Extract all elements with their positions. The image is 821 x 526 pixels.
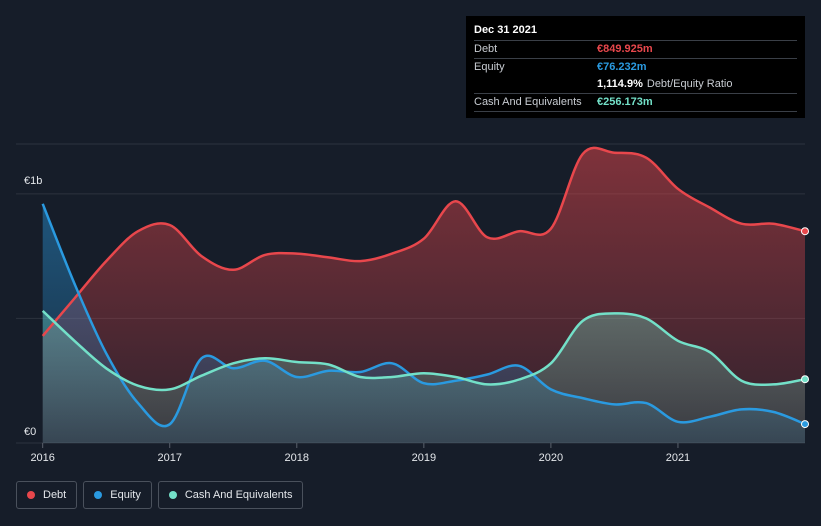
end-point-cash <box>801 375 809 384</box>
y-label-zero: €0 <box>24 426 36 438</box>
x-tick-label-2016: 2016 <box>30 452 54 464</box>
x-tick-label-2020: 2020 <box>539 452 563 464</box>
legend-label-equity: Equity <box>110 489 141 501</box>
tooltip-ratio-label: Debt/Equity Ratio <box>646 78 733 90</box>
tooltip-cash-value: €256.173m <box>597 96 653 108</box>
line-cash <box>41 309 806 392</box>
tooltip-debt-label: Debt <box>474 43 498 55</box>
axis-layer: 2016 2017 2018 2019 2020 2021 €1b €0 <box>24 175 690 464</box>
area-layer <box>42 147 805 443</box>
line-debt <box>41 146 806 337</box>
x-tick-label-2019: 2019 <box>412 452 436 464</box>
tooltip-row-equity: Equity €76.232m <box>474 58 797 76</box>
area-cash <box>42 310 805 443</box>
x-tick-label-2018: 2018 <box>285 452 309 464</box>
end-point-equity <box>801 420 809 429</box>
legend-item-equity[interactable]: Equity <box>83 481 152 509</box>
tooltip-equity-label: Equity <box>474 61 505 73</box>
tooltip-ratio-value: 1,114.9% <box>597 78 643 90</box>
x-tick-label-2017: 2017 <box>157 452 181 464</box>
legend-dot-equity <box>94 491 103 499</box>
end-point-debt <box>801 227 809 236</box>
legend-dot-cash <box>168 491 177 499</box>
chart-legend: Debt Equity Cash And Equivalents <box>16 481 304 509</box>
tooltip-cash-label: Cash And Equivalents <box>474 96 582 108</box>
legend-label-cash: Cash And Equivalents <box>184 489 293 501</box>
tooltip-debt-value: €849.925m <box>597 43 653 55</box>
x-tick-label-2021: 2021 <box>666 452 690 464</box>
tooltip-row-cash: Cash And Equivalents €256.173m <box>474 93 797 112</box>
tooltip-row-ratio: 1,114.9% Debt/Equity Ratio <box>474 76 797 93</box>
tooltip-equity-value: €76.232m <box>597 61 647 73</box>
line-layer <box>41 146 809 429</box>
tooltip-panel: Dec 31 2021 Debt €849.925m Equity €76.23… <box>466 16 805 118</box>
legend-dot-debt <box>27 491 35 499</box>
tooltip-row-debt: Debt €849.925m <box>474 40 797 58</box>
y-label-top: €1b <box>24 175 42 187</box>
legend-label-debt: Debt <box>43 489 67 501</box>
line-equity <box>41 203 806 428</box>
legend-item-debt[interactable]: Debt <box>16 481 78 509</box>
legend-item-cash[interactable]: Cash And Equivalents <box>157 481 304 509</box>
tooltip-date: Dec 31 2021 <box>474 24 537 36</box>
